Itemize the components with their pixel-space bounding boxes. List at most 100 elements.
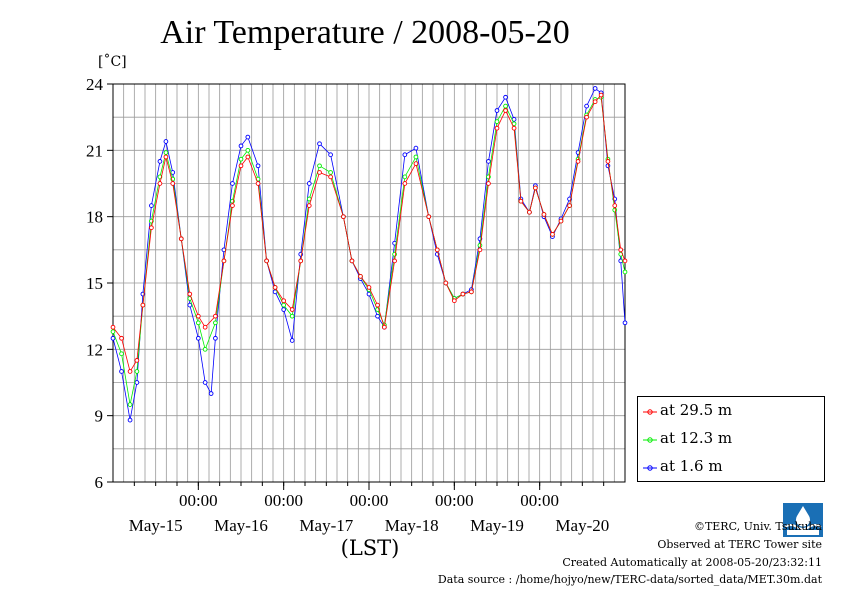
data-point bbox=[289, 313, 295, 319]
data-point bbox=[358, 274, 363, 279]
data-point bbox=[289, 338, 295, 343]
y-unit-label: [˚C] bbox=[98, 54, 127, 70]
data-point bbox=[451, 298, 457, 304]
data-point bbox=[494, 119, 500, 124]
data-point bbox=[213, 320, 218, 326]
data-point bbox=[598, 92, 604, 98]
data-point bbox=[460, 291, 466, 297]
legend: at 29.5 m at 12.3 m at 1.6 m bbox=[637, 396, 825, 482]
data-point bbox=[486, 159, 491, 164]
data-point bbox=[317, 141, 322, 147]
data-point bbox=[119, 351, 124, 357]
data-point bbox=[281, 298, 287, 304]
data-point bbox=[213, 313, 218, 319]
x-day-label: May-19 bbox=[470, 516, 524, 535]
data-point bbox=[255, 163, 261, 169]
footer-copyright: ©TERC, Univ. Tsukuba bbox=[693, 520, 822, 533]
footer-source: Data source : /home/hojyo/new/TERC-data/… bbox=[437, 573, 822, 586]
legend-item-1-6m: at 1.6 m bbox=[638, 455, 824, 479]
x-day-label: May-20 bbox=[555, 516, 609, 535]
legend-marker-green bbox=[643, 437, 657, 443]
y-tick-label: 21 bbox=[86, 141, 103, 160]
data-point bbox=[149, 225, 154, 231]
data-point bbox=[567, 203, 572, 208]
data-point bbox=[584, 114, 589, 120]
data-point bbox=[157, 181, 163, 186]
data-point bbox=[392, 258, 397, 264]
data-point bbox=[518, 198, 524, 204]
data-point bbox=[434, 247, 440, 253]
data-point bbox=[443, 280, 449, 286]
data-point bbox=[612, 207, 618, 213]
legend-label: at 29.5 m bbox=[660, 401, 733, 419]
data-point bbox=[503, 108, 508, 113]
data-point bbox=[255, 181, 261, 186]
data-point bbox=[375, 302, 380, 308]
x-tick-label: 00:00 bbox=[350, 491, 389, 510]
data-point bbox=[349, 258, 355, 264]
data-point bbox=[503, 94, 508, 100]
data-point bbox=[592, 86, 598, 91]
data-point bbox=[149, 203, 154, 208]
x-day-label: May-16 bbox=[214, 516, 268, 535]
data-point bbox=[238, 143, 244, 149]
data-point bbox=[426, 214, 432, 220]
data-point bbox=[533, 185, 538, 191]
data-point bbox=[281, 302, 287, 308]
data-point bbox=[230, 181, 235, 186]
data-point bbox=[306, 181, 312, 186]
data-point bbox=[328, 152, 333, 158]
legend-marker-blue bbox=[643, 465, 657, 471]
data-point bbox=[238, 163, 244, 169]
data-point bbox=[264, 258, 269, 264]
data-point bbox=[375, 313, 380, 319]
data-point bbox=[202, 380, 208, 385]
data-point bbox=[469, 289, 474, 295]
data-point bbox=[592, 99, 598, 105]
terc-logo-icon bbox=[783, 503, 823, 537]
x-tick-label: 00:00 bbox=[264, 491, 303, 510]
data-point bbox=[413, 161, 419, 166]
data-point bbox=[486, 181, 491, 186]
data-point bbox=[213, 335, 218, 341]
data-point bbox=[289, 307, 295, 312]
data-point bbox=[110, 335, 116, 341]
data-point bbox=[306, 203, 312, 208]
data-point bbox=[550, 232, 555, 237]
legend-marker-red bbox=[643, 409, 657, 415]
data-point bbox=[230, 203, 235, 208]
data-point bbox=[477, 247, 483, 253]
y-tick-label: 12 bbox=[86, 340, 103, 359]
x-day-label: May-17 bbox=[299, 516, 353, 535]
data-point bbox=[163, 154, 169, 160]
chart-title: Air Temperature / 2008-05-20 bbox=[160, 14, 570, 51]
data-point bbox=[402, 174, 408, 180]
series-line bbox=[112, 94, 626, 373]
data-point bbox=[618, 247, 624, 253]
data-point bbox=[134, 380, 140, 385]
y-tick-label: 24 bbox=[86, 75, 104, 94]
data-point bbox=[584, 103, 589, 109]
data-point bbox=[413, 145, 419, 151]
data-point bbox=[558, 218, 564, 224]
data-point bbox=[127, 402, 133, 407]
data-point bbox=[272, 285, 278, 290]
x-day-label: May-15 bbox=[129, 516, 183, 535]
data-point bbox=[622, 269, 628, 275]
data-point bbox=[503, 103, 508, 109]
data-point bbox=[317, 170, 322, 175]
data-point bbox=[238, 156, 244, 162]
x-tick-label: 00:00 bbox=[435, 491, 474, 510]
y-tick-label: 18 bbox=[86, 208, 103, 227]
data-point bbox=[402, 152, 408, 158]
data-point bbox=[195, 335, 201, 341]
data-point bbox=[298, 258, 304, 264]
data-point bbox=[110, 324, 116, 330]
data-point bbox=[402, 181, 408, 186]
data-point bbox=[541, 212, 547, 217]
data-point bbox=[134, 369, 140, 374]
data-point bbox=[195, 320, 201, 326]
data-point bbox=[202, 346, 208, 352]
data-point bbox=[527, 209, 532, 215]
